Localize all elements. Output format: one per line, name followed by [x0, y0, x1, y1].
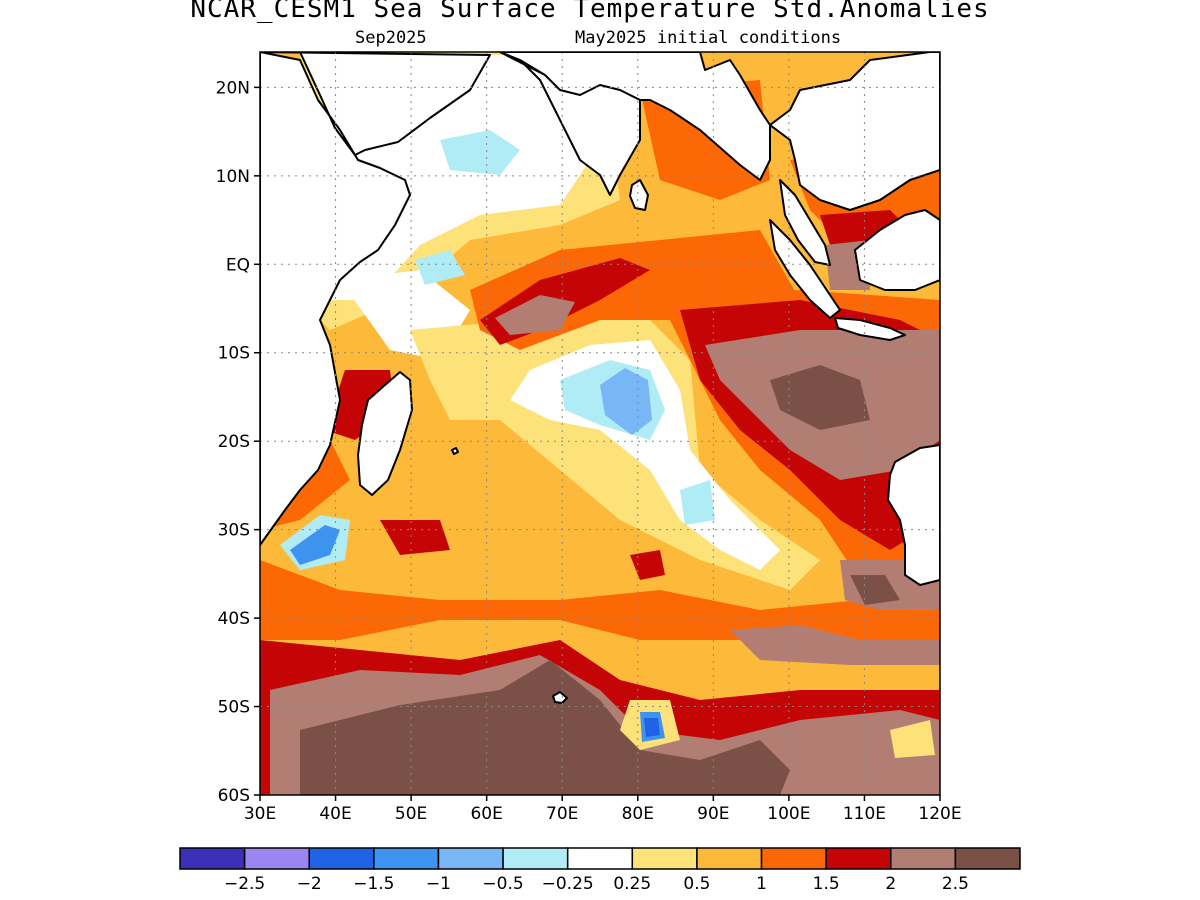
colorbar-swatch [179, 847, 246, 870]
colorbar-label: 0.5 [683, 874, 710, 894]
colorbar-swatch [502, 847, 569, 870]
land-sri-lanka [629, 179, 649, 211]
field-positive-east-peak [770, 365, 870, 430]
colorbar-label: −0.5 [482, 874, 523, 894]
lon-tick-label: 70E [546, 804, 578, 824]
colorbar-swatch [954, 847, 1021, 870]
field-negative-arabian-sea [440, 130, 520, 175]
lat-tick-label: 10N [216, 167, 250, 187]
map-frame [259, 51, 941, 796]
field-neutral-southeast-spot [890, 720, 935, 758]
colorbar-swatch [890, 847, 957, 870]
colorbar-label: −0.25 [542, 874, 594, 894]
lon-tick-label: 60E [470, 804, 502, 824]
lat-tick-label: 20N [216, 78, 250, 98]
lon-tick-label: 110E [843, 804, 886, 824]
field-negative-arabian-sea-2 [415, 250, 465, 285]
land-southeast-asia [769, 52, 940, 211]
lat-tick-label: 20S [218, 432, 250, 452]
land-malay-peninsula [779, 179, 831, 266]
land-reunion [451, 447, 459, 455]
land-sumatra [769, 219, 841, 319]
lat-tick-label: 50S [218, 698, 250, 718]
field-positive-south-central [380, 520, 450, 555]
target-month-label: Sep2025 [355, 28, 427, 48]
field-positive-equatorial-max [495, 295, 575, 335]
longitude-axis: 30E 40E 50E 60E 70E 80E 90E 100E 110E 120E [244, 795, 962, 824]
land-africa-arabia [260, 52, 491, 546]
lon-tick-label: 40E [319, 804, 351, 824]
land-borneo [854, 209, 940, 291]
field-negative-southeast [680, 480, 715, 525]
lat-tick-label: 40S [218, 609, 250, 629]
lon-tick-label: 100E [767, 804, 810, 824]
field-positive-southern-east [730, 625, 940, 665]
lon-tick-label: 120E [918, 804, 961, 824]
colorbar-swatch [696, 847, 763, 870]
colorbar-label: 1.5 [813, 874, 840, 894]
field-negative-southwest-core [290, 525, 340, 565]
colorbar-swatch [825, 847, 892, 870]
colorbar-swatch [437, 847, 504, 870]
land-australia [887, 444, 940, 586]
colorbar-swatch [631, 847, 698, 870]
colorbar-label: −2 [297, 874, 322, 894]
lat-tick-label: 60S [218, 786, 250, 806]
field-negative-core [600, 368, 652, 435]
field-negative-kerguelen [644, 718, 660, 737]
lon-tick-label: 90E [697, 804, 729, 824]
colorbar-label: 2 [885, 874, 896, 894]
lat-tick-label: EQ [226, 255, 250, 275]
field-positive-southern-ocean-peak [300, 660, 790, 795]
land-kerguelen [552, 691, 568, 704]
latitude-axis: 20N 10N EQ 10S 20S 30S 40S 50S 60S [216, 78, 260, 806]
map-title: NCAR_CESM1 Sea Surface Temperature Std.A… [190, 0, 990, 24]
lon-tick-label: 50E [395, 804, 427, 824]
land-java [834, 317, 906, 341]
colorbar-label: 0.25 [613, 874, 651, 894]
field-positive-south-spot [630, 550, 665, 580]
colorbar-label: 2.5 [942, 874, 969, 894]
colorbar: −2.5 −2 −1.5 −1 −0.5 −0.25 0.25 0.5 1 1.5 2 2.5 [179, 847, 1021, 894]
lon-tick-label: 80E [622, 804, 654, 824]
lat-tick-label: 30S [218, 521, 250, 541]
colorbar-swatch [760, 847, 827, 870]
lat-tick-label: 10S [218, 344, 250, 364]
colorbar-swatch [373, 847, 440, 870]
lon-tick-label: 30E [244, 804, 276, 824]
colorbar-label: −1 [426, 874, 451, 894]
colorbar-label: −1.5 [353, 874, 394, 894]
map-gridlines [260, 52, 940, 795]
colorbar-swatch [308, 847, 375, 870]
colorbar-label: 1 [756, 874, 767, 894]
colorbar-swatch [243, 847, 310, 870]
field-positive-southeast-core [850, 575, 900, 605]
init-conditions-label: May2025 initial conditions [575, 28, 842, 48]
colorbar-swatch [566, 847, 634, 870]
land-madagascar [357, 371, 413, 496]
colorbar-label: −2.5 [224, 874, 265, 894]
